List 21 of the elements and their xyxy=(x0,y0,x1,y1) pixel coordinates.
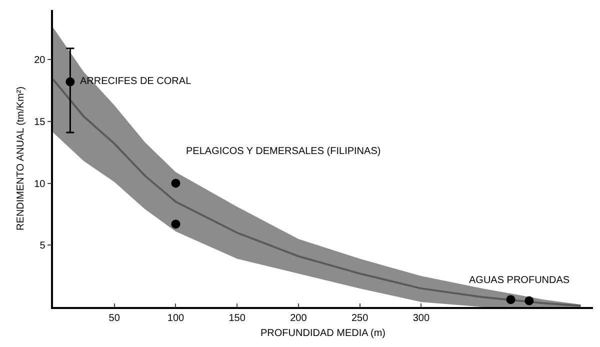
line-series xyxy=(53,78,582,307)
y-tick-label: 5 xyxy=(40,240,46,252)
point xyxy=(66,77,75,86)
point xyxy=(524,296,534,306)
x-tick-label: 50 xyxy=(108,312,120,324)
x-axis-title: PROFUNDIDAD MEDIA (m) xyxy=(260,328,386,339)
x-tick-label: 100 xyxy=(167,312,185,324)
y-tick-label: 20 xyxy=(34,55,46,66)
x-tick-label: 150 xyxy=(228,312,246,324)
point xyxy=(171,220,180,229)
x-tick-label: 250 xyxy=(351,312,369,324)
annotation: PELAGICOS Y DEMERSALES (FILIPINAS) xyxy=(186,146,381,157)
y-tick-label: 10 xyxy=(34,178,46,190)
x-tick-label: 200 xyxy=(290,312,308,324)
point xyxy=(171,178,180,188)
annotation: AGUAS PROFUNDAS xyxy=(469,275,570,286)
point xyxy=(506,295,516,304)
x-tick-label: 300 xyxy=(412,312,430,324)
annotation: ARRECIFES DE CORAL xyxy=(80,76,192,87)
y-tick-label: 15 xyxy=(34,116,46,128)
y-axis-title: RENDIMENTO ANUAL (tm/Km²) xyxy=(16,86,27,230)
